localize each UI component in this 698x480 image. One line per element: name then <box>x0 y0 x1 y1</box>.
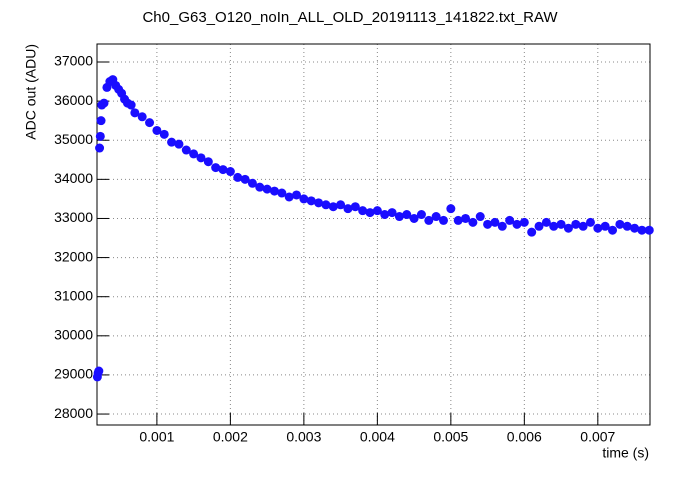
data-point <box>468 217 478 227</box>
data-point <box>541 217 551 227</box>
data-point <box>130 108 140 118</box>
data-point <box>211 163 221 173</box>
y-axis-label: ADC out (ADU) <box>23 44 39 140</box>
data-point <box>519 217 529 227</box>
y-tick-label: 32000 <box>54 248 93 264</box>
data-point <box>277 188 287 198</box>
data-point <box>196 153 206 163</box>
data-point <box>225 167 235 177</box>
data-point <box>240 174 250 184</box>
data-point <box>269 186 279 196</box>
data-point <box>416 210 426 220</box>
y-tick-label: 35000 <box>54 131 93 147</box>
data-point <box>387 208 397 218</box>
data-point <box>336 200 346 210</box>
data-point <box>306 196 316 206</box>
data-point <box>622 221 632 231</box>
data-point <box>453 215 463 225</box>
y-tick-label: 34000 <box>54 170 93 186</box>
data-point <box>483 219 493 229</box>
data-point <box>461 213 471 223</box>
data-point <box>145 118 155 128</box>
x-tick-label: 0.002 <box>213 429 248 445</box>
data-point <box>255 182 265 192</box>
data-point <box>490 217 500 227</box>
data-point <box>189 149 199 159</box>
data-point <box>534 221 544 231</box>
y-tick-label: 28000 <box>54 405 93 421</box>
y-tick-label: 29000 <box>54 366 93 382</box>
x-tick-label: 0.003 <box>286 429 321 445</box>
x-tick-label: 0.004 <box>360 429 395 445</box>
data-point <box>380 210 390 220</box>
data-point <box>96 116 106 126</box>
data-point <box>284 192 294 202</box>
data-point <box>608 225 618 235</box>
data-point <box>247 178 257 188</box>
data-point <box>314 198 324 208</box>
x-tick-label: 0.005 <box>433 429 468 445</box>
data-point <box>549 221 559 231</box>
data-point <box>126 100 136 110</box>
data-point <box>475 212 485 222</box>
data-point <box>350 202 360 212</box>
data-point <box>203 157 213 167</box>
data-point <box>497 221 507 231</box>
data-point <box>402 210 412 220</box>
data-point <box>99 98 109 108</box>
x-tick-label: 0.001 <box>139 429 174 445</box>
data-point <box>394 212 404 222</box>
data-point <box>358 206 368 216</box>
data-point <box>527 227 537 237</box>
x-tick-label: 0.007 <box>580 429 615 445</box>
data-point <box>512 219 522 229</box>
data-point <box>262 184 272 194</box>
data-point <box>637 225 647 235</box>
data-point <box>218 165 228 175</box>
data-point <box>571 219 581 229</box>
data-point <box>328 202 338 212</box>
data-point <box>299 194 309 204</box>
data-point <box>321 200 331 210</box>
data-point <box>159 129 169 139</box>
data-point <box>505 215 515 225</box>
data-point <box>438 215 448 225</box>
data-point <box>585 217 595 227</box>
data-point <box>615 219 625 229</box>
data-point <box>152 125 162 135</box>
y-tick-label: 37000 <box>54 53 93 69</box>
data-point <box>292 190 302 200</box>
x-axis-label: time (s) <box>602 445 649 461</box>
data-point <box>644 225 654 235</box>
x-tick-label: 0.006 <box>507 429 542 445</box>
data-point <box>181 145 191 155</box>
data-point <box>137 112 147 122</box>
data-point <box>600 221 610 231</box>
y-tick-label: 36000 <box>54 92 93 108</box>
y-tick-label: 31000 <box>54 287 93 303</box>
data-point <box>95 143 105 153</box>
data-point <box>372 206 382 216</box>
data-point <box>167 137 177 147</box>
data-point <box>174 139 184 149</box>
data-point <box>365 208 375 218</box>
chart-title: Ch0_G63_O120_noIn_ALL_OLD_20191113_14182… <box>142 9 558 26</box>
data-point <box>556 219 566 229</box>
data-point <box>94 366 104 376</box>
data-point <box>593 223 603 233</box>
data-point <box>446 204 456 214</box>
data-point <box>563 223 573 233</box>
data-point <box>424 215 434 225</box>
data-point <box>630 223 640 233</box>
data-point <box>431 212 441 222</box>
y-tick-label: 33000 <box>54 209 93 225</box>
y-tick-label: 30000 <box>54 327 93 343</box>
data-point <box>95 131 105 141</box>
data-point <box>343 204 353 214</box>
data-point <box>578 221 588 231</box>
data-point <box>409 213 419 223</box>
data-point <box>233 172 243 182</box>
